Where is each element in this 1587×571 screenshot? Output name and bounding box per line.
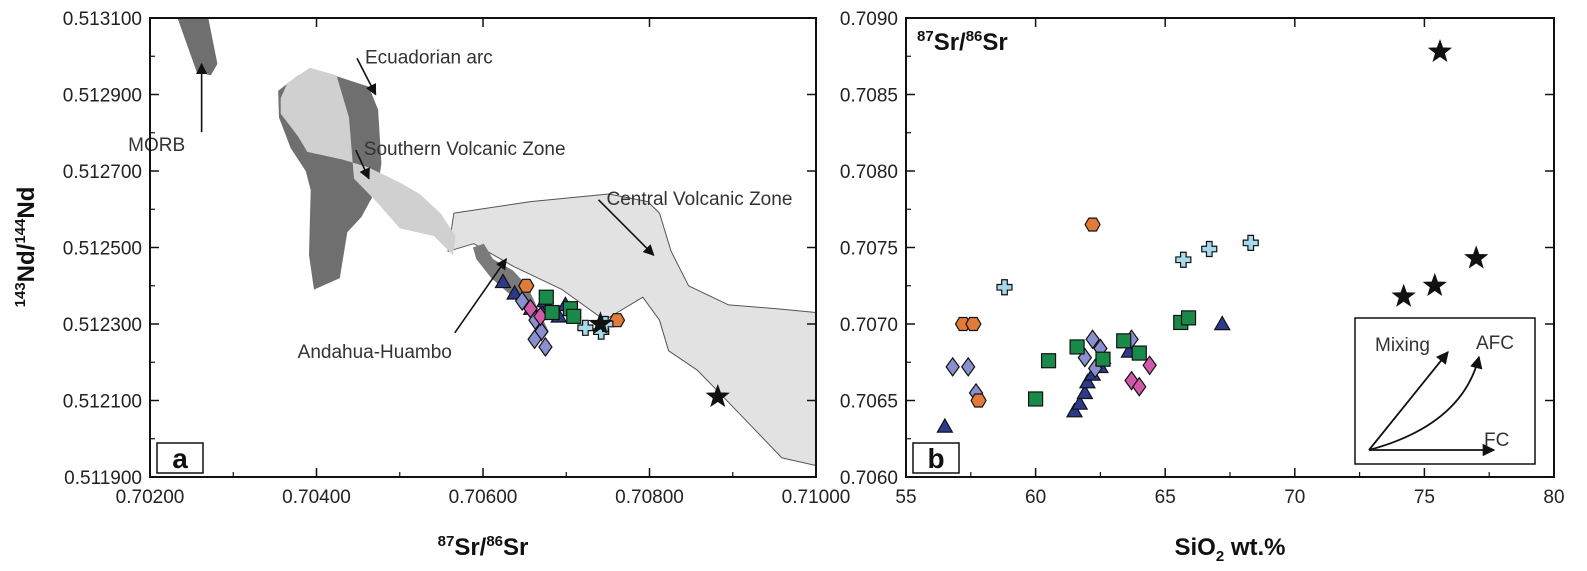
b-y-tick-label: 0.7065 bbox=[840, 392, 898, 413]
a-y-tick-label: 0.513100 bbox=[63, 9, 142, 30]
a-y-ticks: 0.511900 0.512100 0.512300 0.512500 0.512700… bbox=[63, 9, 816, 489]
a-y-tick-label: 0.512900 bbox=[63, 86, 142, 107]
b-point-diamond bbox=[946, 358, 959, 376]
b-point-triangle bbox=[1215, 317, 1230, 330]
panel-b: 55 60 65 70 75 80 0.7060 0.7065 0.7070 0.7075 0.7… bbox=[840, 9, 1565, 565]
b-x-axis-label: SiO2 wt.% bbox=[1174, 534, 1285, 565]
b-point-star bbox=[1424, 275, 1445, 295]
b-point-hexagon bbox=[971, 394, 986, 407]
b-x-tick-label: 60 bbox=[1025, 487, 1046, 508]
b-point-square bbox=[1042, 354, 1056, 368]
b-x-tick-label: 65 bbox=[1155, 487, 1176, 508]
annotation-morb: MORB bbox=[128, 135, 185, 156]
b-y-tick-label: 0.7080 bbox=[840, 162, 898, 183]
annotation-andahua-huambo: Andahua-Huambo bbox=[298, 342, 452, 363]
a-x-axis-label: 87Sr/86Sr bbox=[438, 533, 529, 561]
b-y-tick-label: 0.7070 bbox=[840, 315, 898, 336]
field-central-volcanic-zone bbox=[448, 194, 816, 466]
b-point-square bbox=[1070, 340, 1084, 354]
b-point-cross bbox=[1176, 252, 1191, 267]
b-x-tick-label: 75 bbox=[1414, 487, 1435, 508]
a-panel-label-box: a bbox=[157, 443, 203, 474]
b-point-square bbox=[1117, 334, 1131, 348]
a-point-square bbox=[539, 290, 553, 304]
b-point-cross bbox=[1243, 235, 1258, 250]
annotation-ecuadorian-arc: Ecuadorian arc bbox=[365, 47, 493, 68]
a-y-tick-label: 0.512500 bbox=[63, 239, 142, 260]
annotation-arrow bbox=[455, 259, 507, 333]
field-morb bbox=[178, 18, 218, 75]
b-point-square bbox=[1029, 392, 1043, 406]
b-panel-label: b bbox=[927, 443, 944, 474]
b-y-tick-label: 0.7075 bbox=[840, 239, 898, 260]
a-y-tick-label: 0.511900 bbox=[64, 468, 142, 489]
b-point-diamond bbox=[962, 358, 975, 376]
a-point-square bbox=[545, 306, 559, 320]
a-x-tick-label: 0.70800 bbox=[615, 487, 684, 508]
b-inset-label-fc: FC bbox=[1484, 430, 1509, 451]
b-y-tick-label: 0.7090 bbox=[840, 9, 898, 30]
b-point-triangle bbox=[937, 419, 952, 432]
a-point-hexagon bbox=[519, 279, 534, 292]
b-y-tick-label: 0.7060 bbox=[840, 468, 898, 489]
panel-a: MORB Ecuadorian arc Southern Volcanic Zone… bbox=[12, 9, 850, 561]
a-y-tick-label: 0.512300 bbox=[63, 315, 142, 336]
b-y-tick-label: 0.7085 bbox=[840, 86, 898, 107]
b-point-star bbox=[1393, 286, 1414, 306]
b-panel-label-box: b bbox=[913, 443, 959, 474]
a-x-tick-label: 0.70200 bbox=[116, 487, 185, 508]
b-point-square bbox=[1182, 311, 1196, 325]
b-point-star bbox=[1430, 41, 1451, 61]
a-x-tick-label: 0.71000 bbox=[782, 487, 851, 508]
annotation-central-volcanic-zone: Central Volcanic Zone bbox=[607, 189, 793, 210]
a-panel-label: a bbox=[172, 443, 188, 474]
b-x-tick-label: 80 bbox=[1543, 487, 1564, 508]
a-y-tick-label: 0.512100 bbox=[63, 392, 142, 413]
a-x-tick-label: 0.70400 bbox=[282, 487, 351, 508]
a-y-axis-label: 143Nd/144Nd bbox=[12, 187, 40, 308]
b-x-tick-label: 55 bbox=[895, 487, 916, 508]
a-point-square bbox=[567, 309, 581, 323]
b-x-tick-label: 70 bbox=[1284, 487, 1305, 508]
b-inset-label-mixing: Mixing bbox=[1375, 335, 1430, 356]
b-point-square bbox=[1132, 346, 1146, 360]
a-y-tick-label: 0.512700 bbox=[63, 162, 142, 183]
annotation-southern-volcanic-zone: Southern Volcanic Zone bbox=[364, 139, 566, 160]
b-inset: Mixing AFC FC bbox=[1355, 318, 1535, 464]
b-point-cross bbox=[997, 280, 1012, 295]
b-point-square bbox=[1096, 352, 1110, 366]
b-point-hexagon bbox=[966, 318, 981, 331]
b-point-star bbox=[1466, 247, 1487, 267]
a-x-tick-label: 0.70600 bbox=[449, 487, 518, 508]
b-inset-label-afc: AFC bbox=[1476, 333, 1514, 354]
b-point-cross bbox=[1202, 242, 1217, 257]
b-point-hexagon bbox=[1085, 218, 1100, 231]
b-y-axis-label: 87Sr/86Sr bbox=[917, 28, 1008, 56]
